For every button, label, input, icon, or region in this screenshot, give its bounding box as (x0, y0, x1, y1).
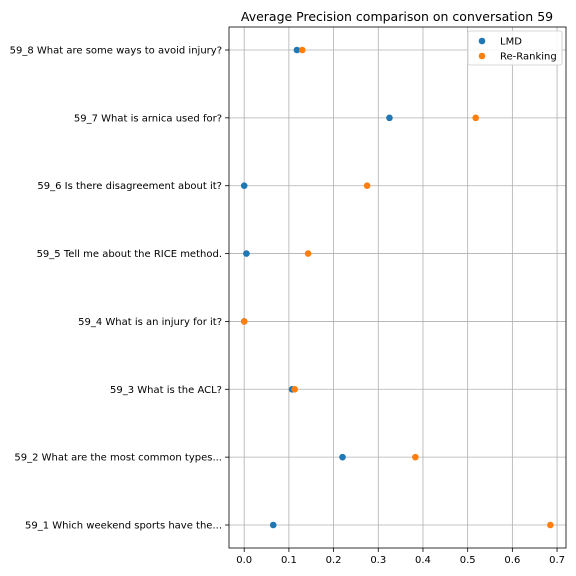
x-tick-label: 0.0 (236, 555, 252, 566)
legend-marker-lmd (478, 37, 486, 45)
legend-box (467, 30, 563, 66)
point-re-ranking (472, 114, 480, 122)
y-tick-label: 59_4 What is an injury for it? (78, 317, 222, 328)
y-tick-label: 59_5 Tell me about the RICE method. (37, 249, 222, 260)
y-tick-label: 59_1 Which weekend sports have the... (25, 521, 222, 532)
y-tick-label: 59_2 What are the most common types... (14, 453, 222, 464)
point-re-ranking (412, 453, 419, 461)
y-tick-label: 59_6 Is there disagreement about it? (37, 181, 222, 192)
x-tick-label: 0.1 (281, 555, 297, 566)
x-tick-label: 0.3 (370, 555, 386, 566)
x-tick-label: 0.7 (549, 555, 565, 566)
grid-lines (229, 27, 566, 548)
x-tick-label: 0.4 (415, 555, 431, 566)
y-tick-label: 59_7 What is arnica used for? (74, 113, 222, 124)
x-axis-ticks: 0.0 0.1 0.2 0.3 0.4 0.5 0.6 0.7 (236, 548, 565, 566)
point-re-ranking (240, 318, 248, 325)
legend: LMD Re-Ranking (467, 30, 563, 66)
point-re-ranking (298, 46, 306, 54)
axes-frame (228, 26, 567, 549)
x-tick-label: 0.6 (504, 555, 520, 566)
legend-label-re-ranking: Re-Ranking (500, 52, 557, 63)
y-tick-label: 59_3 What is the ACL? (110, 385, 222, 396)
x-tick-label: 0.5 (460, 555, 476, 566)
point-re-ranking (363, 182, 371, 190)
chart-title: Average Precision comparison on conversa… (241, 9, 553, 24)
point-lmd (386, 114, 393, 122)
legend-marker-re-ranking (478, 52, 486, 60)
y-tick-label: 59_8 What are some ways to avoid injury? (10, 46, 222, 57)
point-lmd (243, 250, 250, 257)
point-re-ranking (304, 250, 312, 257)
legend-label-lmd: LMD (500, 37, 522, 48)
y-axis-ticks: 59_1 Which weekend sports have the... 59_… (10, 46, 229, 532)
x-tick-label: 0.2 (326, 555, 342, 566)
point-lmd (240, 182, 248, 190)
data-points (240, 46, 554, 529)
point-re-ranking (547, 521, 554, 529)
point-lmd (269, 521, 277, 529)
point-lmd (293, 46, 301, 54)
point-lmd (339, 453, 346, 461)
point-re-ranking (291, 385, 299, 393)
